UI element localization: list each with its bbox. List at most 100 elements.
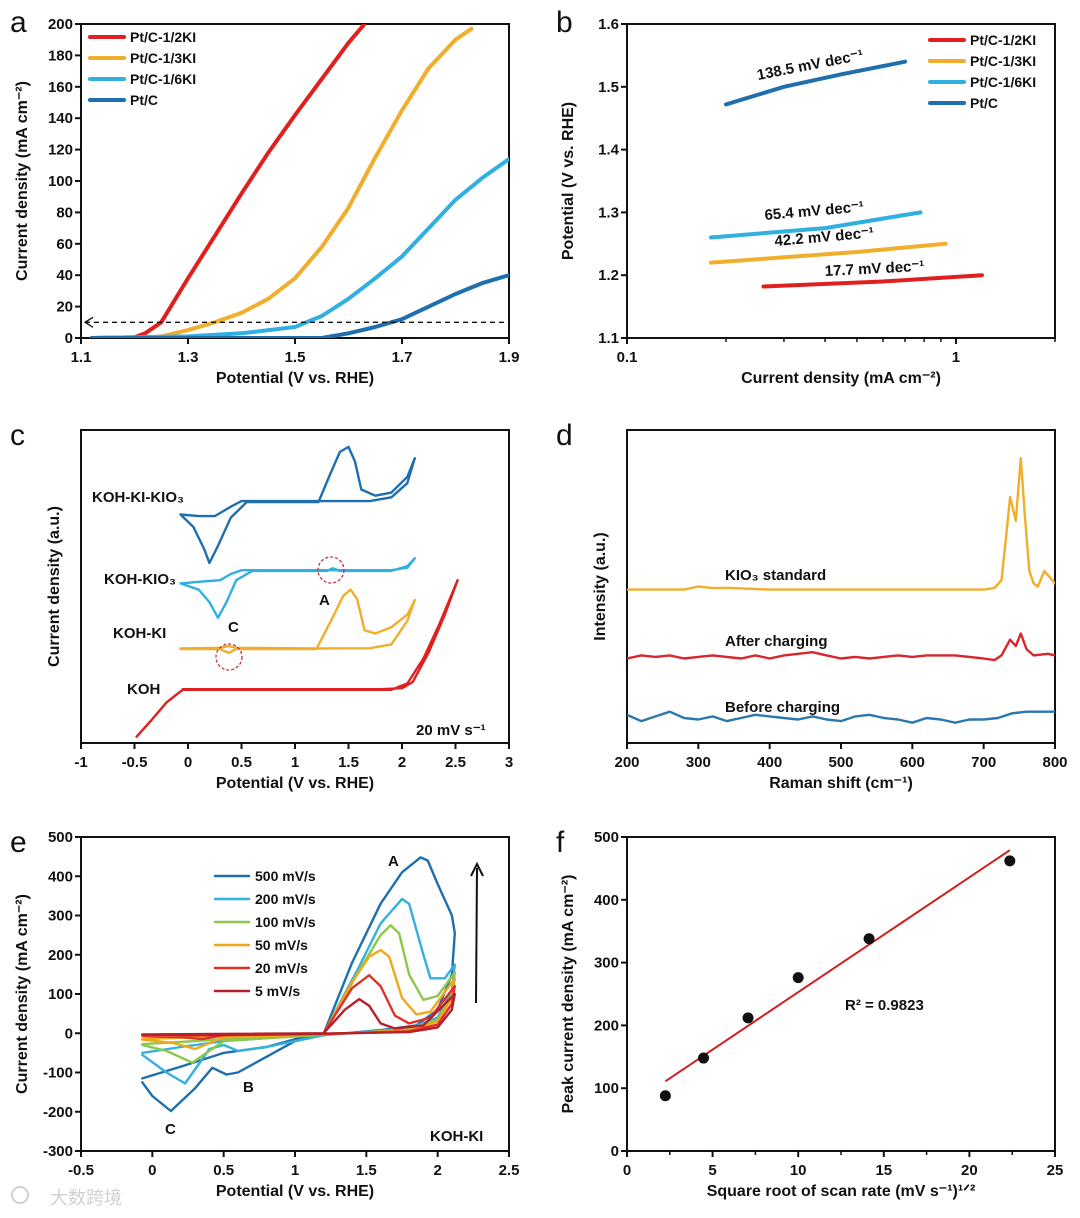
plot-frame <box>626 429 1056 744</box>
legend-label: Pt/C-1/3KI <box>130 50 196 66</box>
y-tick-label: 1.6 <box>598 16 619 33</box>
series-line-koh <box>135 579 459 738</box>
legend-label: Pt/C-1/6KI <box>970 74 1036 90</box>
data-point <box>1004 855 1016 867</box>
y-axis-title: Current density (mA cm⁻²) <box>14 894 31 1094</box>
y-tick-label: 300 <box>48 908 73 925</box>
data-point <box>698 1052 710 1064</box>
y-tick-label: 100 <box>48 986 73 1003</box>
x-tick-label: -1 <box>74 754 87 771</box>
y-tick-label: 0 <box>65 330 73 347</box>
panel-f: f 0 5 10 15 20 25 0 100 200 300 400 500 Square root o… <box>556 826 1063 1200</box>
legend-label: 20 mV/s <box>255 960 308 976</box>
x-tick-label: 25 <box>1047 1162 1064 1179</box>
highlight-circle <box>317 556 345 584</box>
data-point <box>863 933 875 945</box>
panel-letter: f <box>556 826 565 859</box>
x-axis-title: Square root of scan rate (mV s⁻¹)¹ᐟ² <box>707 1183 976 1200</box>
peak-label-a: A <box>319 592 330 609</box>
y-tick-label: -100 <box>43 1065 73 1082</box>
x-tick-label: 1.3 <box>178 349 199 366</box>
x-tick-label: 0.5 <box>231 754 252 771</box>
x-tick-label: 0 <box>184 754 192 771</box>
series-line-5-mv-s <box>141 992 456 1037</box>
legend-label: Pt/C-1/2KI <box>130 29 196 45</box>
tafel-slope-label: 42.2 mV dec⁻¹ <box>774 224 875 250</box>
x-tick-label: 600 <box>900 754 925 771</box>
tafel-slope-label: 17.7 mV dec⁻¹ <box>824 258 924 280</box>
peak-label-b: B <box>243 1079 254 1096</box>
panel-e: e -0.5 0 0.5 1 1.5 2 2.5 -300 -200 -100 0 100 200 300 4… <box>10 826 519 1200</box>
y-tick-label: 200 <box>48 947 73 964</box>
panel-letter: c <box>10 419 25 452</box>
x-tick-label: -0.5 <box>122 754 148 771</box>
y-tick-label: 120 <box>48 142 73 159</box>
spectrum-label: Before charging <box>725 699 840 716</box>
x-axis-title: Raman shift (cm⁻¹) <box>769 775 913 792</box>
fit-line <box>664 849 1011 1083</box>
peak-label-c: C <box>228 619 239 636</box>
panel-letter: b <box>556 6 573 39</box>
panel-letter: d <box>556 419 573 452</box>
x-tick-label: 10 <box>790 1162 807 1179</box>
y-tick-label: -300 <box>43 1143 73 1160</box>
panel-c: c -1 -0.5 0 0.5 1 1.5 2 2.5 3 Potential (V vs. RHE… <box>10 419 513 792</box>
x-tick-label: 5 <box>708 1162 716 1179</box>
y-tick-label: 500 <box>594 829 619 846</box>
x-tick-label: 0 <box>623 1162 631 1179</box>
x-tick-label: 700 <box>971 754 996 771</box>
watermark-logo-icon <box>11 1186 29 1204</box>
series-line-pt-c <box>724 59 907 107</box>
x-tick-label: 1 <box>952 349 960 366</box>
peak-label-a: A <box>388 853 399 870</box>
plot-frame <box>626 23 1056 339</box>
series-line-pt-c-1-3ki <box>709 241 948 265</box>
y-tick-label: 180 <box>48 47 73 64</box>
series-line-pt-c-1-6ki <box>89 157 509 338</box>
series-line-koh-ki-kio- <box>179 445 416 565</box>
y-tick-label: 100 <box>48 173 73 190</box>
x-tick-label: 15 <box>875 1162 892 1179</box>
panel-b: b 0.1 1 1.1 1.2 1.3 1.4 1.5 1.6 Current density (… <box>556 6 1056 387</box>
tafel-slope-label: 138.5 mV dec⁻¹ <box>756 47 865 84</box>
y-axis-title: Current density (a.u.) <box>46 506 63 667</box>
y-tick-label: 500 <box>48 829 73 846</box>
series-line-koh-ki <box>179 588 416 655</box>
y-tick-label: 400 <box>48 868 73 885</box>
y-tick-label: 0 <box>65 1025 73 1042</box>
series-line-pt-c-1-6ki <box>709 210 923 240</box>
series-line-pt-c-1-2ki <box>89 24 367 338</box>
spectrum-label: After charging <box>725 633 828 650</box>
y-tick-label: -200 <box>43 1104 73 1121</box>
x-tick-label: 1.5 <box>356 1162 377 1179</box>
y-tick-label: 1.3 <box>598 204 619 221</box>
legend-label: 200 mV/s <box>255 891 316 907</box>
arrow-up-icon <box>470 861 484 877</box>
x-tick-label: 800 <box>1042 754 1067 771</box>
x-tick-label: 400 <box>757 754 782 771</box>
curve-label: KOH-KI-KIO₃ <box>92 489 184 506</box>
x-tick-label: 1.5 <box>285 349 306 366</box>
y-tick-label: 140 <box>48 110 73 127</box>
curve-label: KOH <box>127 681 160 698</box>
panel-letter: a <box>10 6 27 39</box>
y-tick-label: 60 <box>56 236 73 253</box>
y-tick-label: 1.2 <box>598 267 619 284</box>
y-axis-title: Potential (V vs. RHE) <box>560 102 577 260</box>
legend-label: Pt/C-1/2KI <box>970 32 1036 48</box>
data-point <box>659 1090 671 1102</box>
x-axis-title: Potential (V vs. RHE) <box>216 775 374 792</box>
series-line-pt-c-1-3ki <box>89 26 474 338</box>
series-line-after-charging <box>627 632 1055 662</box>
y-tick-label: 200 <box>48 16 73 33</box>
legend-label: 50 mV/s <box>255 937 308 953</box>
legend-label: Pt/C-1/6KI <box>130 71 196 87</box>
x-tick-label: 1 <box>291 754 299 771</box>
spectrum-label: KIO₃ standard <box>725 567 826 584</box>
legend-label: 500 mV/s <box>255 868 316 884</box>
y-tick-label: 200 <box>594 1017 619 1034</box>
x-tick-label: 1.5 <box>338 754 359 771</box>
x-tick-label: 2 <box>433 1162 441 1179</box>
legend-label: 100 mV/s <box>255 914 316 930</box>
x-tick-label: -0.5 <box>68 1162 94 1179</box>
